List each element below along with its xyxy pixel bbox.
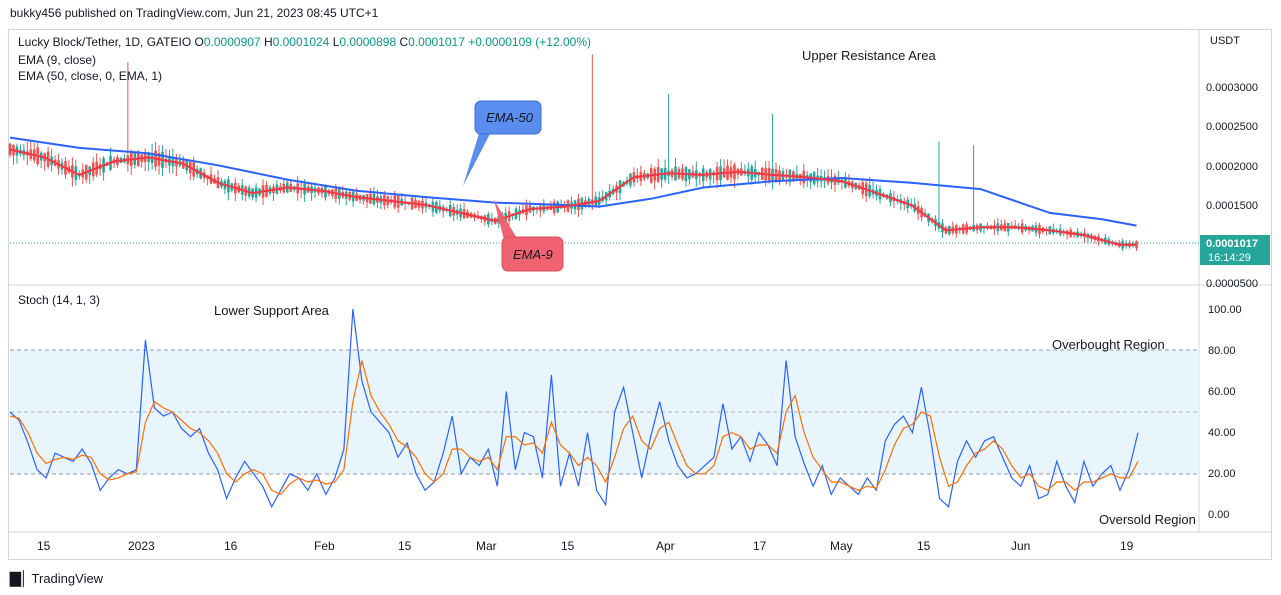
ohlc-change: +0.0000109 (+12.00%) (468, 35, 591, 49)
symbol-legend: Lucky Block/Tether, 1D, GATEIO O0.000090… (18, 35, 591, 49)
upper-resistance-label: Upper Resistance Area (802, 48, 936, 63)
ema50-callout-label: EMA-50 (486, 110, 534, 125)
countdown-badge: 16:14:29 (1208, 252, 1251, 264)
ohlc-open: 0.0000907 (203, 35, 261, 49)
price-tick: 0.0001500 (1206, 200, 1258, 212)
tradingview-logo[interactable]: ▇│ TradingView (10, 570, 103, 587)
lower-support-label: Lower Support Area (214, 303, 330, 318)
ohlc-c-label: C (399, 35, 409, 49)
stoch-indicator-label: Stoch (14, 1, 3) (18, 293, 100, 307)
price-badge: 0.0001017 (1206, 238, 1258, 250)
stoch-d-line (9, 360, 1139, 496)
ema9-line (9, 148, 1137, 246)
ema50-line (9, 136, 1137, 227)
candle-body (1135, 241, 1138, 249)
time-label: 16 (224, 539, 238, 553)
currency-label: USDT (1210, 35, 1240, 47)
stoch-tick: 60.00 (1208, 386, 1236, 398)
price-tick: 0.0000500 (1206, 278, 1258, 290)
time-label: Mar (476, 539, 497, 553)
time-label: Feb (314, 539, 335, 553)
time-label: 15 (561, 539, 575, 553)
ema50-callout-box (474, 100, 542, 135)
time-label: 2023 (128, 539, 155, 553)
ema9-legend: EMA (9, close) (18, 53, 97, 67)
time-label: 19 (1120, 539, 1134, 553)
ema9-callout-label: EMA-9 (513, 247, 553, 262)
stoch-k-line (9, 308, 1139, 509)
ohlc-o-label: O (194, 35, 204, 49)
price-tick: 0.0002000 (1206, 161, 1258, 173)
ohlc-close: 0.0001017 (408, 35, 465, 49)
stoch-tick: 100.00 (1208, 304, 1242, 316)
time-label: 15 (917, 539, 931, 553)
ohlc-high: 0.0001024 (272, 35, 330, 49)
time-label: 17 (753, 539, 767, 553)
candle-body (8, 143, 12, 156)
stoch-tick: 80.00 (1208, 345, 1236, 357)
symbol-line: Lucky Block/Tether, 1D, GATEIO (18, 35, 192, 49)
ema9-callout-pointer (494, 200, 518, 240)
stoch-tick: 20.00 (1208, 468, 1236, 480)
time-label: Jun (1011, 539, 1030, 553)
ohlc-low: 0.0000898 (339, 35, 397, 49)
ema50-legend: EMA (50, close, 0, EMA, 1) (18, 69, 163, 83)
price-tick: 0.0002500 (1206, 121, 1258, 133)
stoch-tick: 0.00 (1208, 509, 1229, 521)
price-badge-bg (1200, 235, 1270, 265)
time-label: Apr (656, 539, 675, 553)
price-pane-bg (9, 30, 1199, 284)
overbought-label: Overbought Region (1052, 337, 1165, 352)
price-tick: 0.0003000 (1206, 82, 1258, 94)
stoch-tick: 40.00 (1208, 427, 1236, 439)
tradingview-brand: TradingView (31, 571, 104, 586)
time-label: 15 (37, 539, 51, 553)
oversold-label: Oversold Region (1099, 512, 1196, 527)
ohlc-h-label: H (263, 35, 273, 49)
tradingview-icon: ▇│ (10, 570, 29, 586)
publish-caption: bukky456 published on TradingView.com, J… (10, 6, 379, 20)
ema50-callout-pointer (463, 130, 492, 186)
time-label: May (830, 539, 853, 553)
time-label: 15 (398, 539, 412, 553)
ema9-callout-box (501, 236, 564, 272)
chart-frame (8, 29, 1272, 560)
ohlc-l-label: L (332, 35, 340, 49)
